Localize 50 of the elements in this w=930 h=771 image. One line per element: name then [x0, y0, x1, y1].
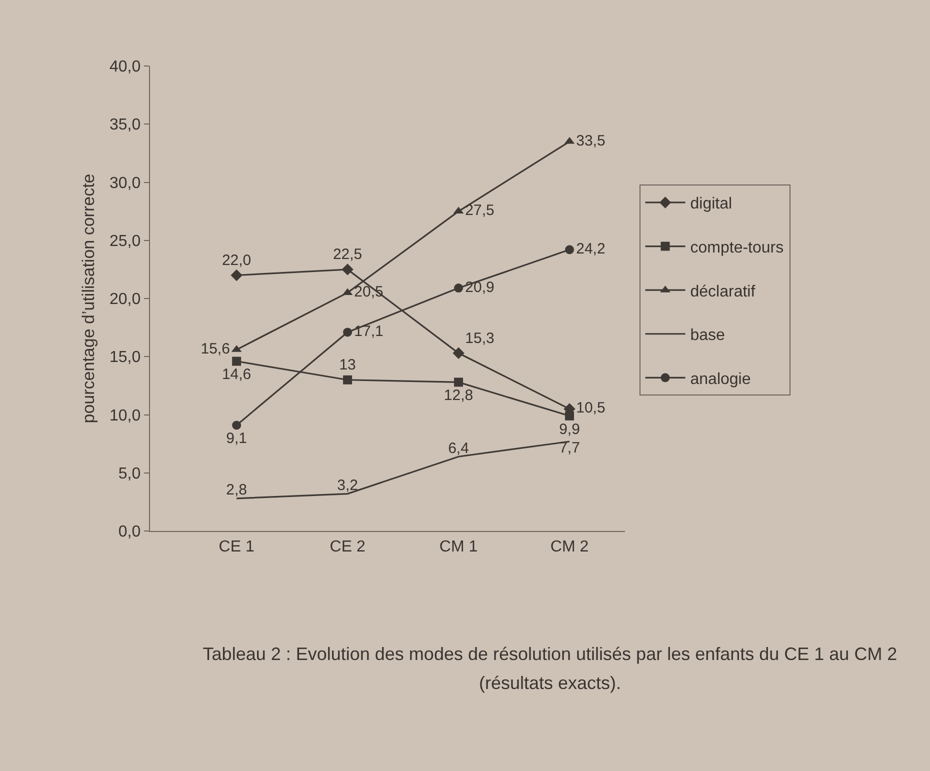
legend-label: déclaratif: [690, 283, 756, 300]
data-label: 22,5: [332, 246, 362, 264]
data-label: 33,5: [576, 132, 606, 150]
data-label: 15,3: [465, 330, 494, 347]
data-label: 15,6: [200, 340, 230, 358]
point: [232, 420, 242, 430]
y-tick-label: 40,0: [109, 58, 141, 76]
data-label: 9,1: [226, 430, 247, 448]
point: [343, 375, 352, 384]
data-label: 6,4: [448, 440, 469, 457]
data-label: 24,2: [576, 240, 606, 258]
legend-label: base: [690, 327, 726, 344]
x-tick-label: CE 1: [218, 538, 254, 556]
y-axis-title: pourcentage d’utilisation correcte: [79, 174, 98, 424]
point: [565, 245, 574, 254]
point: [232, 356, 242, 366]
point: [342, 264, 354, 276]
legend-label: compte-tours: [690, 240, 784, 257]
y-tick-label: 30,0: [109, 174, 141, 192]
data-label: 7,7: [559, 440, 580, 457]
data-label: 20,9: [465, 278, 494, 296]
y-tick-label: 5,0: [118, 465, 141, 482]
data-label: 22,0: [222, 252, 252, 269]
data-label: 3,2: [337, 477, 358, 494]
text: Tableau 2 : Evolution des modes de résolution utilisés par les enfants du CE 1 au CM 2 (résultats exacts).: [202, 643, 898, 695]
y-tick-label: 20,0: [109, 291, 141, 308]
y-tick-label: 25,0: [109, 232, 141, 250]
y-tick-label: 15,0: [109, 349, 141, 366]
data-label: 2,8: [226, 482, 247, 499]
point: [454, 378, 464, 387]
point: [454, 284, 464, 293]
y-tick-label: 10,0: [109, 407, 141, 424]
y-tick-label: 0,0: [118, 524, 141, 541]
data-label: 13: [339, 356, 356, 374]
x-tick-label: CM 1: [439, 538, 478, 556]
data-label: 14,6: [222, 366, 252, 384]
data-label: 17,1: [354, 322, 384, 340]
data-label: 27,5: [465, 202, 494, 220]
point: [565, 411, 574, 420]
point: [230, 269, 242, 282]
legend-label: digital: [690, 196, 732, 213]
legend-label: analogie: [690, 370, 751, 388]
x-tick-label: CE 2: [330, 538, 366, 556]
x-tick-label: CM 2: [550, 538, 589, 556]
point: [343, 328, 352, 337]
data-label: 9,9: [559, 420, 580, 438]
data-label: 10,5: [576, 400, 606, 417]
point: [452, 347, 464, 359]
y-tick-label: 35,0: [109, 116, 141, 134]
data-label: 12,8: [444, 387, 474, 404]
